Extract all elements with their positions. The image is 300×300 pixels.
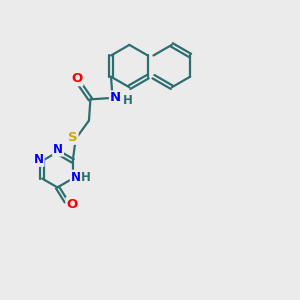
Text: N: N: [34, 153, 44, 166]
Text: N: N: [71, 171, 81, 184]
Text: O: O: [67, 198, 78, 211]
Text: H: H: [123, 94, 133, 107]
Text: N: N: [53, 142, 63, 156]
Text: S: S: [68, 131, 78, 144]
Text: H: H: [81, 171, 91, 184]
Text: N: N: [110, 92, 121, 104]
Text: O: O: [71, 72, 82, 85]
